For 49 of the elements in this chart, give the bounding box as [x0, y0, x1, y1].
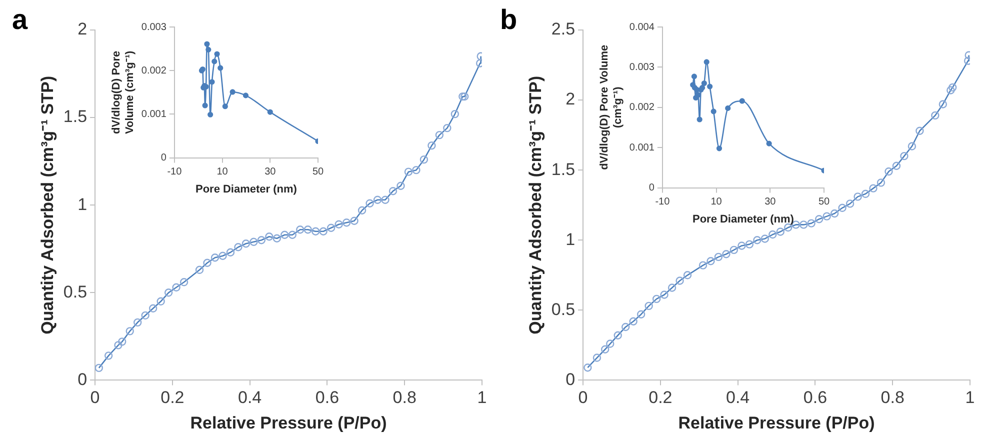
x-tick-label: 0.8 — [392, 388, 416, 408]
x-tick-label: 50 — [312, 166, 324, 178]
y-tick-label: 0 — [648, 182, 655, 194]
x-tick-label: -10 — [655, 196, 670, 208]
x-tick-label: 0 — [578, 388, 588, 408]
y-axis-title: Quantity Adsorbed (cm³g⁻¹ STP) — [38, 76, 57, 334]
x-axis-title: Relative Pressure (P/Po) — [678, 413, 875, 432]
x-tick-label: 0.6 — [803, 388, 828, 408]
x-tick-label: 30 — [764, 196, 776, 208]
y-tick-label: 2 — [78, 20, 88, 39]
x-tick-label: 50 — [818, 196, 830, 208]
x-axis-title: Relative Pressure (P/Po) — [190, 413, 387, 432]
y-tick-label: 0 — [566, 370, 576, 389]
y-tick-label: 1 — [566, 230, 576, 249]
x-tick-label: 0.2 — [160, 388, 184, 408]
x-tick-label: 0.4 — [726, 388, 750, 408]
y-axis-title: dV/dlog(D) Pore Volume (cm³g⁻¹) — [110, 50, 136, 134]
y-tick-label: 0.001 — [629, 142, 655, 154]
y-tick-label: 1.5 — [63, 107, 88, 126]
chart-title: b — [500, 4, 518, 36]
chart-title: a — [12, 4, 28, 36]
y-tick-label: 0.002 — [141, 65, 167, 76]
x-tick-label: 30 — [264, 166, 276, 178]
y-axis-title: Quantity Adsorbed (cm³g⁻¹ STP) — [526, 76, 545, 334]
y-tick-label: 1.5 — [551, 160, 576, 179]
y-axis-title: dV/dlog(D) Pore Volume (cm³g⁻¹) — [598, 44, 624, 170]
y-tick-label: 0.002 — [629, 102, 655, 114]
y-tick-label: 2 — [566, 90, 576, 109]
x-tick-label: 1 — [965, 388, 975, 408]
x-axis-title: Pore Diameter (nm) — [692, 213, 794, 226]
y-tick-label: 2.5 — [551, 20, 576, 39]
x-tick-label: -10 — [167, 166, 182, 178]
x-tick-label: 0.2 — [648, 388, 672, 408]
y-tick-label: 0.003 — [629, 62, 655, 73]
x-tick-label: 0.6 — [315, 388, 340, 408]
x-axis-title: Pore Diameter (nm) — [195, 183, 298, 196]
y-tick-label: 0.5 — [551, 300, 576, 319]
y-tick-label: 0 — [78, 370, 88, 389]
y-tick-label: 0.004 — [629, 22, 655, 33]
y-tick-label: 0 — [160, 152, 167, 164]
y-tick-label: 0.003 — [141, 22, 167, 33]
x-tick-label: 1 — [477, 388, 487, 408]
x-tick-label: 0.8 — [880, 388, 904, 408]
y-tick-label: 0.001 — [141, 108, 167, 120]
x-tick-label: 0.4 — [238, 388, 262, 408]
y-tick-label: 0.5 — [63, 282, 88, 302]
x-tick-label: 10 — [216, 166, 228, 178]
x-tick-label: 10 — [710, 196, 722, 208]
x-tick-label: 0 — [90, 388, 100, 408]
